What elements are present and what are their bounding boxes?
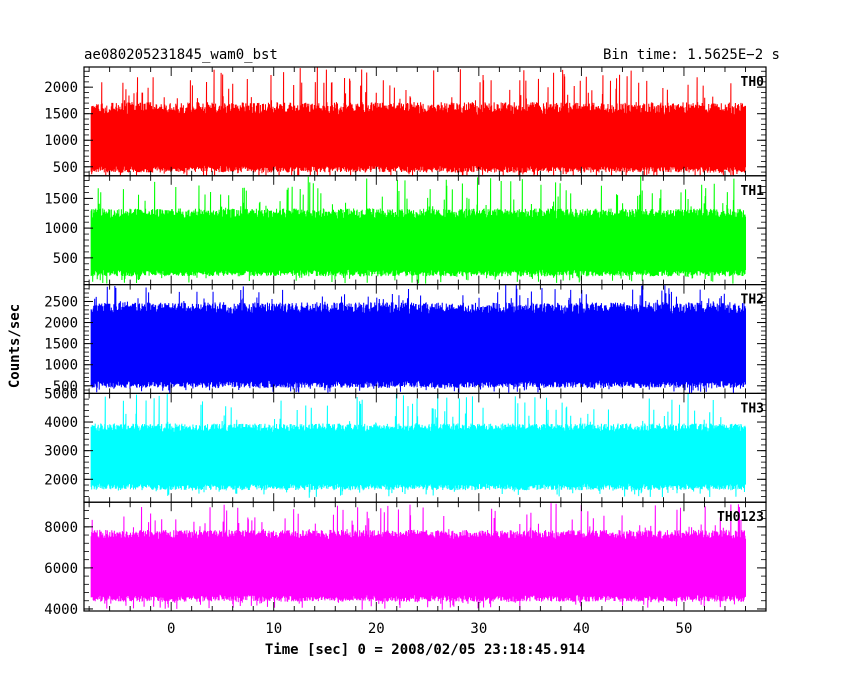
plot-title: ae080205231845_wam0_bst (84, 47, 278, 63)
bin-time-label: Bin time: 1.5625E−2 s (603, 47, 780, 63)
series-th1 (90, 175, 747, 284)
y-tick-label: 1500 (44, 337, 78, 353)
y-tick-label: 2000 (44, 472, 78, 488)
series-th0123 (90, 503, 747, 610)
y-tick-label: 1500 (44, 107, 78, 123)
panel-th1: 500 1000 1500 TH1 (44, 175, 767, 286)
panel-label-th0123: TH0123 (717, 510, 764, 525)
y-tick-label: 5000 (44, 386, 78, 402)
x-tick-label: 10 (265, 621, 282, 637)
panel-label-th2: TH2 (741, 293, 764, 308)
panel-th0123: 4000 6000 8000 TH0123 (44, 501, 767, 618)
x-tick-label: 20 (368, 621, 385, 637)
y-tick-label: 2500 (44, 294, 78, 310)
y-tick-label: 8000 (44, 520, 78, 536)
x-tick-label: 30 (470, 621, 487, 637)
y-tick-label: 4000 (44, 602, 78, 618)
panel-th3: 2000 3000 4000 5000 TH3 (44, 386, 767, 503)
series-th0 (90, 67, 747, 176)
x-tick-label: 40 (573, 621, 590, 637)
y-axis-title: Counts/sec (7, 304, 23, 388)
y-tick-label: 2000 (44, 316, 78, 332)
y-tick-label: 500 (53, 379, 78, 395)
panel-label-th1: TH1 (741, 184, 765, 199)
panel-label-th3: TH3 (741, 401, 764, 416)
y-tick-label: 1000 (44, 358, 78, 374)
y-tick-label: 500 (53, 160, 78, 176)
y-tick-label: 500 (53, 251, 78, 267)
y-tick-label: 2000 (44, 80, 78, 96)
y-tick-label: 1500 (44, 191, 78, 207)
y-tick-label: 1000 (44, 133, 78, 149)
y-tick-label: 6000 (44, 561, 78, 577)
series-th2 (90, 284, 747, 393)
x-tick-label: 0 (167, 621, 175, 637)
panel-label-th0: TH0 (741, 75, 765, 90)
panel-frame (83, 501, 767, 612)
panel-th0: 500 1000 1500 2000 TH0 (44, 66, 767, 177)
series-th3 (90, 393, 747, 498)
y-tick-label: 1000 (44, 221, 78, 237)
x-tick-label: 50 (676, 621, 693, 637)
y-tick-label: 4000 (44, 415, 78, 431)
y-tick-label: 3000 (44, 444, 78, 460)
x-axis-title: Time [sec] 0 = 2008/02/05 23:18:45.914 (265, 642, 585, 658)
panel-th2: 500 1000 1500 2000 2500 TH2 (44, 284, 767, 395)
